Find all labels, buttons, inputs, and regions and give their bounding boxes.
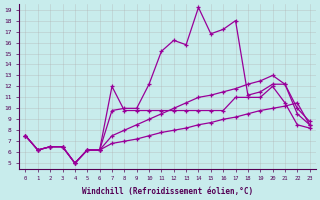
- X-axis label: Windchill (Refroidissement éolien,°C): Windchill (Refroidissement éolien,°C): [82, 187, 253, 196]
